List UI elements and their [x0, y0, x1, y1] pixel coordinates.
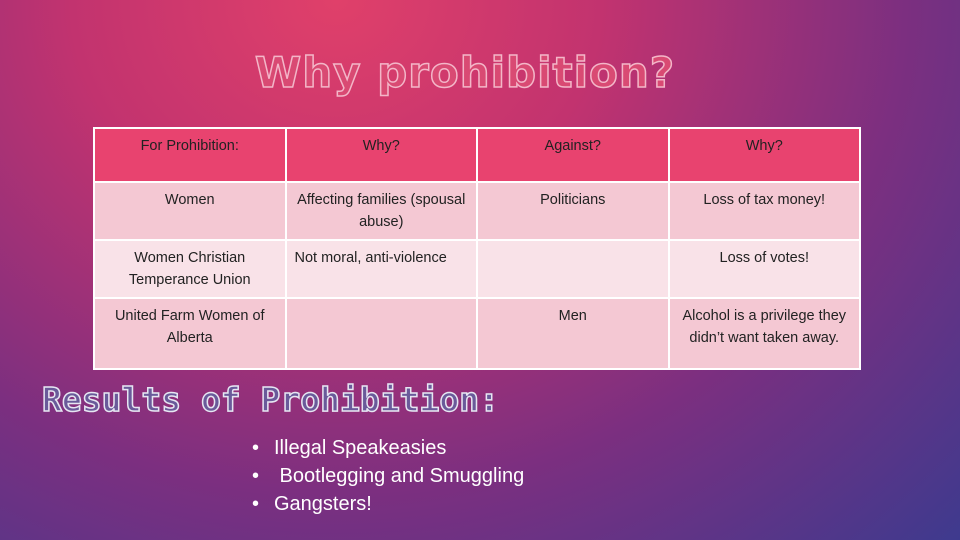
table-cell: Men [476, 297, 670, 370]
bullet-item: • Gangsters! [252, 490, 524, 518]
table-cell: Women Christian Temperance Union [93, 239, 287, 299]
table-row: Women Affecting families (spousal abuse) P… [93, 181, 861, 241]
table-cell: Women [93, 181, 287, 241]
bullet-list: • Illegal Speakeasies • Bootlegging and Sm… [252, 434, 524, 518]
table-cell: Alcohol is a privilege they didn’t want … [667, 297, 861, 370]
bullet-text: Illegal Speakeasies [274, 437, 447, 459]
bullet-item: • Illegal Speakeasies [252, 434, 524, 462]
header-cell: Against? [476, 127, 670, 183]
title: Why prohibition? [254, 47, 676, 98]
bullet-dot: • [252, 465, 260, 487]
header-cell: For Prohibition: [93, 127, 287, 183]
header-row: For Prohibition: Why? Against? Why? [93, 127, 861, 183]
bullet-text: Gangsters! [274, 493, 372, 515]
header-cell: Why? [667, 127, 861, 183]
table-cell: Affecting families (spousal abuse) [284, 181, 478, 241]
header-cell: Why? [284, 127, 478, 183]
table-cell: Loss of tax money! [667, 181, 861, 241]
table-cell [284, 297, 478, 370]
bullet-dot: • [252, 437, 260, 459]
table-row: United Farm Women of Alberta Men Alcohol i… [93, 297, 861, 370]
table: For Prohibition: Why? Against? Why? Women Aff… [93, 127, 861, 370]
results-heading: Results of Prohibition: [41, 379, 499, 420]
table-cell: Politicians [476, 181, 670, 241]
table-cell: United Farm Women of Alberta [93, 297, 287, 370]
table-row: Women Christian Temperance Union Not mora… [93, 239, 861, 299]
table-cell [476, 239, 670, 299]
bullet-item: • Bootlegging and Smuggling [252, 462, 524, 490]
table-cell: Loss of votes! [667, 239, 861, 299]
bullet-text: Bootlegging and Smuggling [274, 465, 525, 487]
bullet-dot: • [252, 493, 260, 515]
table-cell: Not moral, anti-violence [284, 239, 478, 299]
